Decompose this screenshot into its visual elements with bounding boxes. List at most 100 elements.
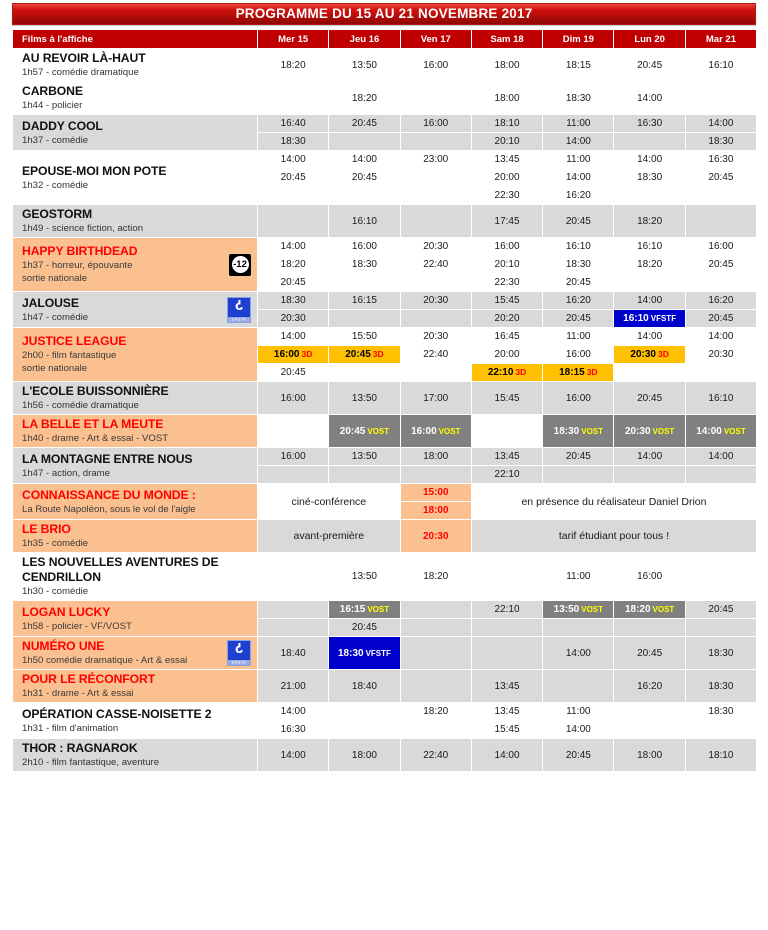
showtime-cell[interactable]: 16:20: [542, 291, 615, 310]
showtime-cell[interactable]: 18:30: [328, 255, 401, 274]
showtime-cell[interactable]: 16:15: [328, 291, 401, 310]
showtime-cell[interactable]: 22:10: [470, 465, 544, 484]
showtime-cell[interactable]: 20:10: [470, 132, 544, 151]
showtime-cell[interactable]: 20:45: [684, 309, 758, 328]
showtime-cell[interactable]: 15:45: [470, 381, 544, 415]
showtime-cell[interactable]: 15:50: [328, 327, 401, 346]
showtime-cell[interactable]: 20:45: [613, 636, 686, 670]
showtime-cell[interactable]: 13:45: [470, 702, 544, 721]
showtime-cell[interactable]: 13:50: [328, 381, 401, 415]
showtime-cell[interactable]: 14:00: [256, 327, 330, 346]
showtime-cell[interactable]: 18:20: [613, 255, 686, 274]
showtime-cell[interactable]: 11:00: [542, 114, 615, 133]
showtime-cell[interactable]: 14:00: [256, 738, 330, 772]
showtime-cell[interactable]: 18:30: [256, 132, 330, 151]
showtime-cell[interactable]: 16:10: [328, 204, 401, 238]
showtime-cell[interactable]: 11:00: [542, 150, 615, 169]
showtime-cell[interactable]: 16:00: [256, 381, 330, 415]
showtime-cell[interactable]: 18:30: [542, 255, 615, 274]
showtime-cell[interactable]: 20:45: [542, 204, 615, 238]
showtime-cell[interactable]: 14:00: [613, 81, 686, 115]
showtime-cell[interactable]: 20:45: [684, 600, 758, 619]
showtime-cell[interactable]: 18:20: [399, 702, 472, 721]
showtime-cell[interactable]: 15:45: [470, 720, 544, 739]
showtime-cell[interactable]: 20:30: [684, 345, 758, 364]
showtime-cell[interactable]: 20:45: [542, 738, 615, 772]
showtime-cell[interactable]: 22:40: [399, 738, 472, 772]
showtime-cell[interactable]: 13:45: [470, 669, 544, 703]
showtime-cell[interactable]: 18:30: [684, 669, 758, 703]
showtime-cell[interactable]: 16:00: [256, 447, 330, 466]
showtime-cell[interactable]: 16:00: [542, 345, 615, 364]
showtime-cell[interactable]: 20:45: [256, 168, 330, 187]
showtime-cell[interactable]: 13:45: [470, 150, 544, 169]
showtime-cell[interactable]: 18:20: [613, 204, 686, 238]
showtime-cell[interactable]: 18:20: [256, 48, 330, 82]
showtime-cell[interactable]: 20:30: [399, 291, 472, 310]
showtime-cell-threed[interactable]: 18:15 3D: [542, 363, 615, 382]
showtime-cell-vost[interactable]: 20:45 VOST: [328, 414, 401, 448]
event-showtime-cell[interactable]: 15:00: [399, 483, 472, 502]
showtime-cell-vost[interactable]: 18:30 VOST: [542, 414, 615, 448]
showtime-cell[interactable]: 20:45: [328, 114, 401, 133]
showtime-cell[interactable]: 20:10: [470, 255, 544, 274]
showtime-cell[interactable]: 22:40: [399, 255, 472, 274]
showtime-cell[interactable]: 14:00: [256, 702, 330, 721]
showtime-cell[interactable]: 13:50: [328, 48, 401, 82]
showtime-cell-threed[interactable]: 22:10 3D: [470, 363, 544, 382]
showtime-cell[interactable]: 16:10: [542, 237, 615, 256]
showtime-cell[interactable]: 20:45: [684, 168, 758, 187]
showtime-cell-vost[interactable]: 13:50 VOST: [542, 600, 615, 619]
showtime-cell[interactable]: 20:45: [613, 48, 686, 82]
showtime-cell[interactable]: 22:40: [399, 345, 472, 364]
showtime-cell[interactable]: 21:00: [256, 669, 330, 703]
showtime-cell[interactable]: 16:45: [470, 327, 544, 346]
showtime-cell-vfstf[interactable]: 18:30 VFSTF: [328, 636, 401, 670]
showtime-cell[interactable]: 18:40: [328, 669, 401, 703]
showtime-cell[interactable]: 11:00: [542, 552, 615, 601]
showtime-cell[interactable]: 14:00: [256, 150, 330, 169]
showtime-cell[interactable]: 16:30: [613, 114, 686, 133]
showtime-cell[interactable]: 20:45: [684, 255, 758, 274]
showtime-cell[interactable]: 14:00: [470, 738, 544, 772]
showtime-cell[interactable]: 18:00: [613, 738, 686, 772]
showtime-cell[interactable]: 13:45: [470, 447, 544, 466]
showtime-cell-vost[interactable]: 16:15 VOST: [328, 600, 401, 619]
showtime-cell[interactable]: 14:00: [542, 636, 615, 670]
showtime-cell[interactable]: 18:15: [542, 48, 615, 82]
showtime-cell[interactable]: 14:00: [684, 327, 758, 346]
showtime-cell[interactable]: 20:45: [542, 273, 615, 292]
showtime-cell[interactable]: 20:45: [328, 168, 401, 187]
showtime-cell[interactable]: 20:45: [328, 618, 401, 637]
showtime-cell[interactable]: 16:00: [613, 552, 686, 601]
showtime-cell[interactable]: 22:10: [470, 600, 544, 619]
showtime-cell[interactable]: 14:00: [613, 447, 686, 466]
showtime-cell[interactable]: 18:40: [256, 636, 330, 670]
showtime-cell[interactable]: 18:20: [256, 255, 330, 274]
showtime-cell[interactable]: 23:00: [399, 150, 472, 169]
showtime-cell[interactable]: 18:30: [613, 168, 686, 187]
showtime-cell[interactable]: 14:00: [328, 150, 401, 169]
showtime-cell[interactable]: 18:30: [684, 132, 758, 151]
showtime-cell[interactable]: 14:00: [613, 327, 686, 346]
showtime-cell[interactable]: 16:10: [613, 237, 686, 256]
showtime-cell-vfstf[interactable]: 16:10 VFSTF: [613, 309, 686, 328]
showtime-cell-vost[interactable]: 20:30 VOST: [613, 414, 686, 448]
showtime-cell[interactable]: 22:30: [470, 186, 544, 205]
showtime-cell[interactable]: 18:10: [470, 114, 544, 133]
showtime-cell[interactable]: 16:00: [684, 237, 758, 256]
showtime-cell-vost[interactable]: 14:00 VOST: [684, 414, 758, 448]
showtime-cell[interactable]: 15:45: [470, 291, 544, 310]
showtime-cell[interactable]: 14:00: [684, 114, 758, 133]
showtime-cell[interactable]: 18:30: [684, 702, 758, 721]
showtime-cell[interactable]: 14:00: [684, 447, 758, 466]
showtime-cell[interactable]: 16:00: [542, 381, 615, 415]
showtime-cell[interactable]: 20:30: [256, 309, 330, 328]
showtime-cell[interactable]: 18:00: [399, 447, 472, 466]
showtime-cell[interactable]: 16:10: [684, 48, 758, 82]
showtime-cell[interactable]: 16:00: [399, 114, 472, 133]
showtime-cell[interactable]: 11:00: [542, 702, 615, 721]
showtime-cell[interactable]: 16:20: [684, 291, 758, 310]
showtime-cell-threed[interactable]: 20:30 3D: [613, 345, 686, 364]
showtime-cell[interactable]: 14:00: [613, 291, 686, 310]
